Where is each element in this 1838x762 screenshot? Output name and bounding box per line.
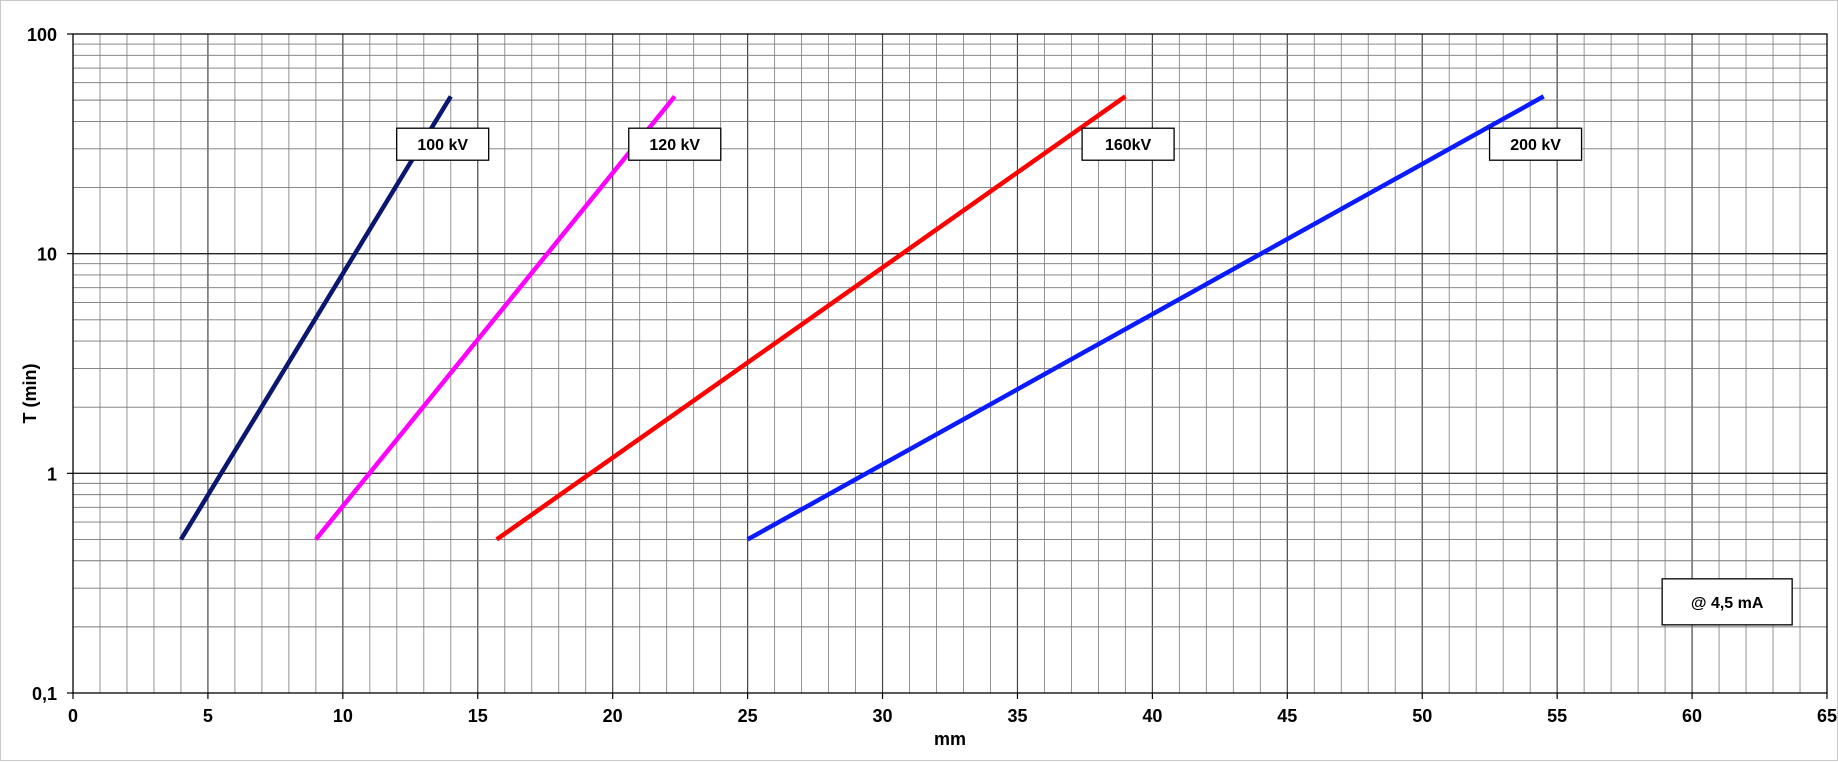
- series-line-4: [746, 94, 1545, 542]
- series-label-box: [1488, 127, 1583, 161]
- x-tick-label: 25: [738, 706, 758, 726]
- series-label-box: [396, 127, 490, 161]
- series-line-3: [495, 94, 1127, 542]
- series-line-2: [314, 94, 677, 541]
- x-tick-label: 0: [68, 706, 78, 726]
- x-tick-label: 20: [603, 706, 623, 726]
- y-tick-label: 0,1: [32, 684, 57, 704]
- series-label-box: [1081, 127, 1175, 161]
- series-label-box: [628, 127, 722, 161]
- series-label: 100 kV: [417, 137, 468, 154]
- series-line-1: [179, 95, 453, 541]
- x-tick-label: 60: [1682, 706, 1702, 726]
- x-tick-label: 45: [1277, 706, 1297, 726]
- x-tick-label: 10: [333, 706, 353, 726]
- series-label: 120 kV: [649, 137, 700, 154]
- series-label: 160kV: [1105, 137, 1152, 154]
- annotation-text: @ 4,5 mA: [1691, 595, 1764, 612]
- y-tick-label: 10: [37, 245, 57, 265]
- x-tick-label: 5: [203, 706, 213, 726]
- x-tick-label: 40: [1142, 706, 1162, 726]
- x-tick-label: 55: [1547, 706, 1567, 726]
- annotation-box: [1661, 578, 1793, 626]
- x-tick-label: 50: [1412, 706, 1432, 726]
- y-tick-label: 100: [27, 25, 57, 45]
- ticks-layer: 0 5 10 15 20 25 30 35 40 45 50 55 60 65 0,1 1 10 100: [27, 25, 1837, 726]
- series-label: 200 kV: [1510, 137, 1561, 154]
- x-tick-label: 65: [1817, 706, 1837, 726]
- y-axis-title: T (min): [20, 364, 40, 424]
- x-axis-title: mm: [934, 729, 966, 749]
- plot-border: [72, 33, 1828, 694]
- x-tick-label: 15: [468, 706, 488, 726]
- series-layer: [179, 94, 1545, 542]
- x-tick-label: 35: [1007, 706, 1027, 726]
- x-tick-label: 30: [873, 706, 893, 726]
- labels-layer: 100 kV 120 kV 160kV 200 kV @ 4,5 mA: [396, 127, 1793, 626]
- y-tick-label: 1: [47, 464, 57, 484]
